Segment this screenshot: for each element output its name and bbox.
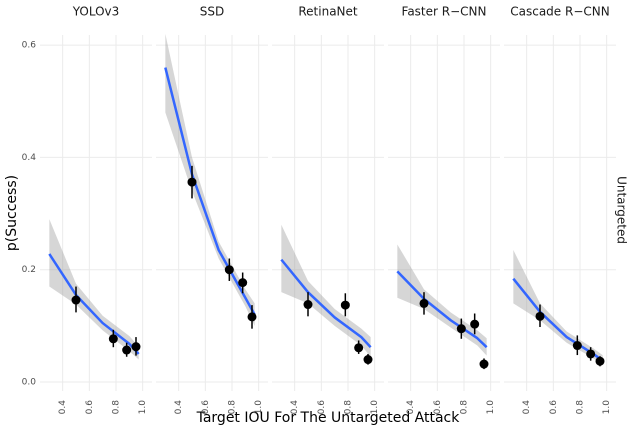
x-tick-label: 0.6	[549, 400, 559, 415]
point	[456, 324, 466, 334]
point	[303, 300, 313, 310]
point	[71, 295, 81, 305]
x-tick-label: 1.0	[602, 400, 612, 415]
point	[238, 278, 248, 288]
facet-title: Cascade R−CNN	[510, 5, 609, 19]
x-tick-label: 0.4	[290, 400, 300, 415]
facet-title: RetinaNet	[298, 5, 358, 19]
point	[586, 349, 596, 359]
x-tick-label: 1.0	[486, 400, 496, 415]
point	[572, 341, 582, 351]
y-tick-label: 0.2	[22, 265, 36, 275]
x-tick-label: 0.8	[228, 400, 238, 415]
point	[363, 355, 373, 365]
fit-line	[280, 258, 372, 349]
x-tick-label: 0.4	[522, 400, 532, 415]
point	[340, 300, 350, 310]
y-tick-label: 0.6	[22, 41, 37, 51]
fit-line	[396, 270, 488, 349]
point	[595, 356, 605, 366]
point	[535, 311, 545, 321]
point	[354, 343, 364, 353]
x-tick-label: 0.4	[174, 400, 184, 415]
x-tick-label: 0.8	[112, 400, 122, 415]
fit-line	[512, 277, 604, 362]
x-tick-label: 0.6	[201, 400, 211, 415]
facet-title: YOLOv3	[72, 5, 120, 19]
point	[122, 345, 132, 355]
x-tick-label: 0.6	[317, 400, 327, 415]
point	[470, 319, 480, 329]
x-tick-label: 0.8	[576, 400, 586, 415]
point	[187, 177, 197, 187]
point	[108, 334, 118, 344]
x-tick-label: 1.0	[254, 400, 264, 415]
point	[224, 265, 234, 275]
facet-title: SSD	[200, 5, 224, 19]
point	[419, 298, 429, 308]
x-tick-label: 1.0	[138, 400, 148, 415]
y-axis-label: p(Success)	[4, 175, 20, 251]
x-tick-label: 0.8	[344, 400, 354, 415]
y-tick-label: 0.0	[22, 378, 37, 388]
point	[247, 312, 257, 322]
strip-label: Untargeted	[615, 176, 629, 244]
x-tick-label: 0.4	[58, 400, 68, 415]
fit-line	[164, 67, 256, 316]
x-tick-label: 1.0	[370, 400, 380, 415]
facet-title: Faster R−CNN	[402, 5, 487, 19]
x-tick-label: 0.8	[460, 400, 470, 415]
point	[479, 359, 489, 369]
x-tick-label: 0.4	[406, 400, 416, 415]
y-tick-label: 0.4	[22, 153, 37, 163]
x-axis-label: Target IOU For The Untargeted Attack	[196, 410, 461, 426]
x-tick-label: 0.6	[433, 400, 443, 415]
x-tick-label: 0.6	[85, 400, 95, 415]
point	[131, 342, 141, 352]
confidence-band	[281, 224, 371, 357]
